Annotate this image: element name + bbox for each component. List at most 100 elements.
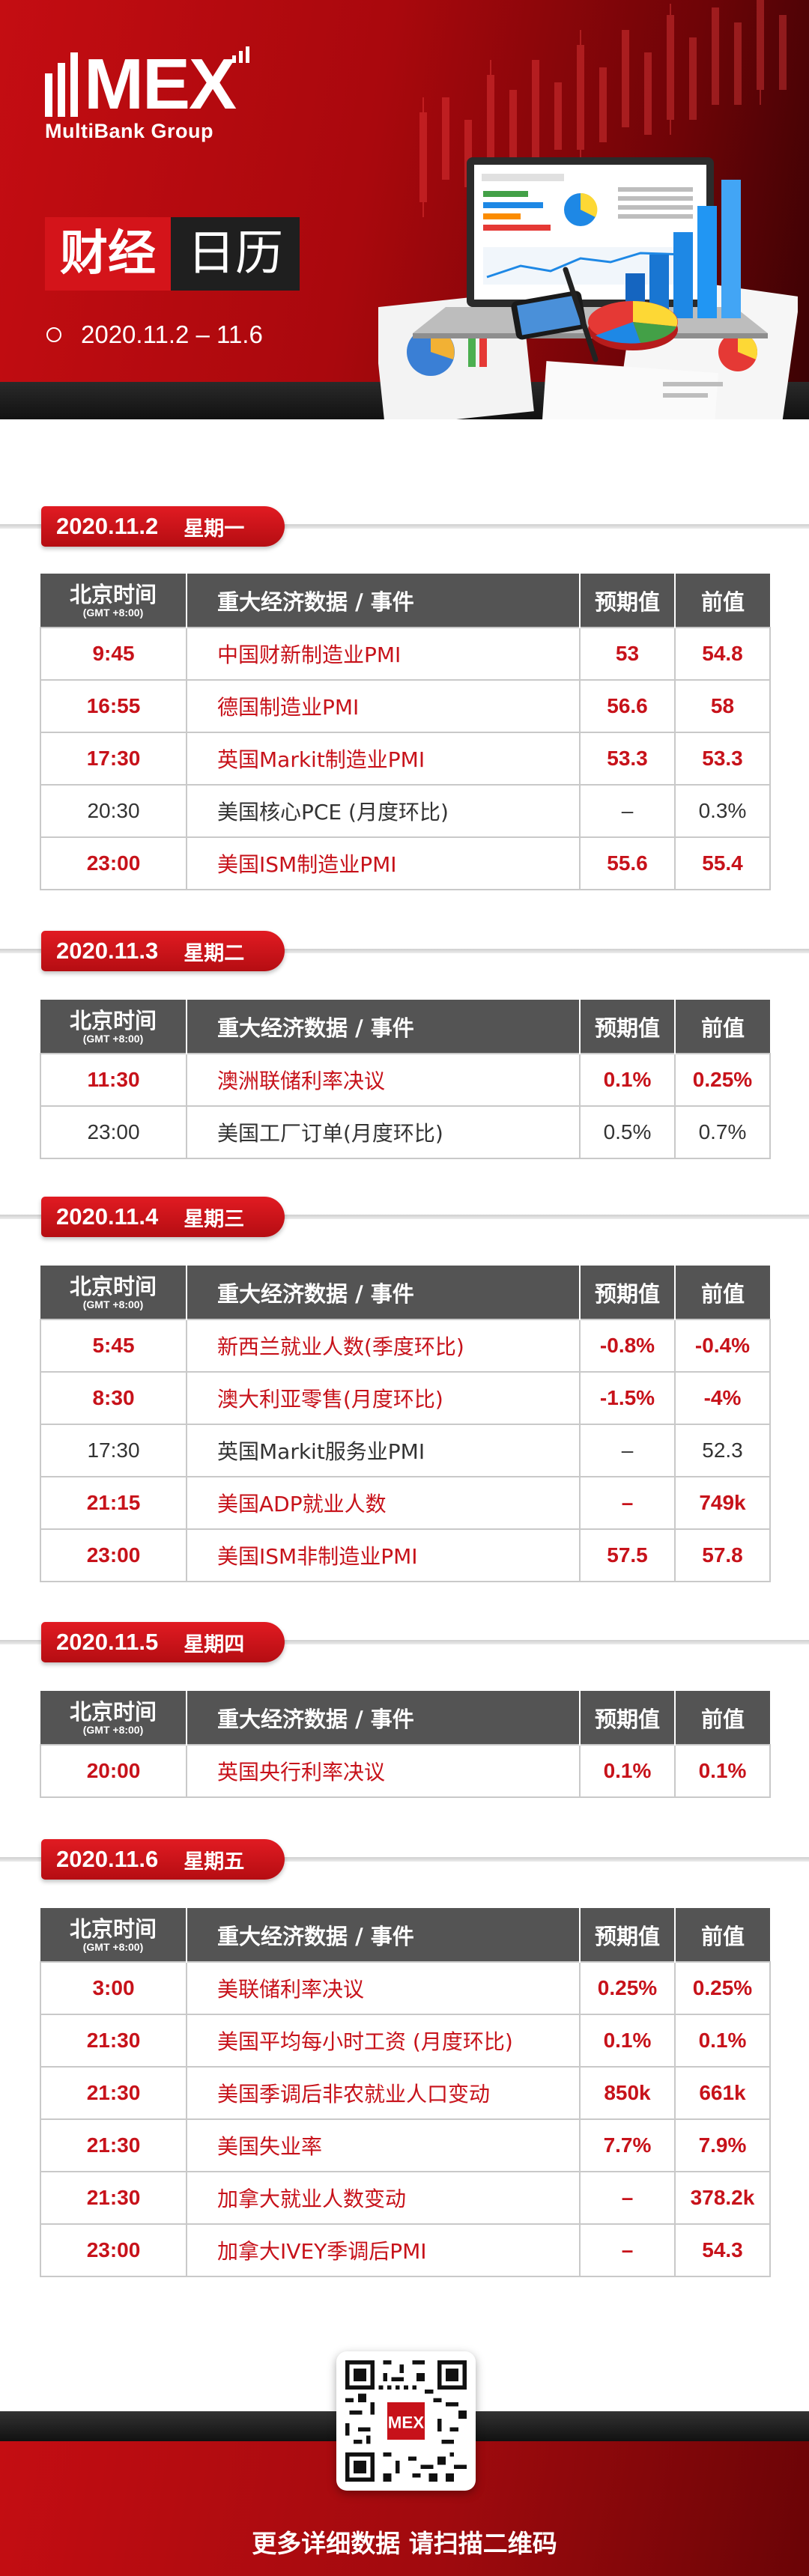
cell-previous: 378.2k (674, 2171, 771, 2225)
cell-forecast: 0.25% (579, 1961, 676, 2015)
cell-event: 英国央行利率决议 (186, 1744, 581, 1798)
cell-event: 英国Markit制造业PMI (186, 732, 581, 786)
cell-forecast: 7.7% (579, 2118, 676, 2172)
day-tab: 2020.11.2 星期一 (0, 500, 809, 553)
col-header-forecast: 预期值 (580, 1000, 676, 1054)
col-header-previous: 前值 (675, 1691, 770, 1745)
day-label-pill: 2020.11.2 星期一 (41, 506, 285, 547)
table-row: 21:30 美国季调后非农就业人口变动 850k 661k (40, 2066, 771, 2120)
cell-event: 美国工厂订单(月度环比) (186, 1105, 581, 1159)
day-date: 2020.11.2 (56, 513, 159, 539)
cell-previous: 0.25% (674, 1053, 771, 1107)
cell-event: 美国季调后非农就业人口变动 (186, 2066, 581, 2120)
table-row: 17:30 英国Markit服务业PMI –52.3 (40, 1424, 771, 1477)
brand-logo: MEX MultiBank Group (45, 44, 255, 157)
logo-text: MEX (84, 44, 237, 124)
col-header-time: 北京时间 (GMT +8:00) (40, 1908, 187, 1962)
cell-time: 17:30 (40, 1424, 187, 1477)
cell-previous: 58 (674, 679, 771, 733)
cell-previous: 57.8 (674, 1528, 771, 1582)
circle-icon (46, 327, 61, 342)
col-header-previous: 前值 (675, 1266, 770, 1319)
cell-previous: 0.3% (674, 784, 771, 838)
col-header-time: 北京时间 (GMT +8:00) (40, 574, 187, 628)
date-range-text: 2020.11.2 – 11.6 (81, 321, 263, 348)
cell-event: 美国核心PCE (月度环比) (186, 784, 581, 838)
calendar-table: 北京时间 (GMT +8:00) 重大经济数据 / 事件 预期值 前值 20:00… (40, 1691, 771, 1798)
col-header-event: 重大经济数据 / 事件 (187, 1691, 581, 1745)
cell-event: 英国Markit服务业PMI (186, 1424, 581, 1477)
phone-graphic (511, 291, 587, 340)
cell-event: 美联储利率决议 (186, 1961, 581, 2015)
cell-event: 美国ISM制造业PMI (186, 836, 581, 890)
col-header-previous: 前值 (675, 574, 770, 628)
day-weekday: 星期三 (184, 1207, 245, 1231)
cell-previous: 55.4 (674, 836, 771, 890)
cell-previous: -0.4% (674, 1319, 771, 1373)
cell-time: 9:45 (40, 627, 187, 681)
cell-time: 8:30 (40, 1371, 187, 1425)
col-header-event: 重大经济数据 / 事件 (187, 1000, 581, 1054)
cell-time: 3:00 (40, 1961, 187, 2015)
day-date: 2020.11.4 (56, 1203, 159, 1230)
calendar-table: 北京时间 (GMT +8:00) 重大经济数据 / 事件 预期值 前值 11:30… (40, 1000, 771, 1159)
cell-event: 新西兰就业人数(季度环比) (186, 1319, 581, 1373)
cell-previous: 52.3 (674, 1424, 771, 1477)
col-header-forecast: 预期值 (580, 1266, 676, 1319)
table-row: 21:30 美国失业率 7.7% 7.9% (40, 2118, 771, 2172)
table-row: 20:30 美国核心PCE (月度环比) –0.3% (40, 784, 771, 838)
cell-event: 美国平均每小时工资 (月度环比) (186, 2014, 581, 2068)
cell-event: 澳洲联储利率决议 (186, 1053, 581, 1107)
title-part-2: 日历 (171, 217, 300, 291)
cell-forecast: – (579, 2223, 676, 2277)
table-header-row: 北京时间 (GMT +8:00) 重大经济数据 / 事件 预期值 前值 (40, 1000, 770, 1054)
cell-forecast: -1.5% (579, 1371, 676, 1425)
cell-event: 美国失业率 (186, 2118, 581, 2172)
cell-forecast: 850k (579, 2066, 676, 2120)
day-label-pill: 2020.11.5 星期四 (41, 1622, 285, 1662)
col-header-previous: 前值 (675, 1908, 770, 1962)
cell-time: 23:00 (40, 836, 187, 890)
table-header-row: 北京时间 (GMT +8:00) 重大经济数据 / 事件 预期值 前值 (40, 1266, 770, 1319)
col-header-time: 北京时间 (GMT +8:00) (40, 1691, 187, 1745)
day-weekday: 星期一 (184, 517, 245, 541)
cell-event: 加拿大IVEY季调后PMI (186, 2223, 581, 2277)
col-header-forecast: 预期值 (580, 1691, 676, 1745)
table-row: 23:00 加拿大IVEY季调后PMI –54.3 (40, 2223, 771, 2277)
col-header-forecast: 预期值 (580, 574, 676, 628)
cell-forecast: 57.5 (579, 1528, 676, 1582)
signal-icon (232, 46, 249, 63)
table-header-row: 北京时间 (GMT +8:00) 重大经济数据 / 事件 预期值 前值 (40, 1691, 770, 1745)
title-part-1: 财经 (45, 217, 171, 291)
cell-forecast: 56.6 (579, 679, 676, 733)
table-row: 21:15 美国ADP就业人数 –749k (40, 1476, 771, 1530)
day-date: 2020.11.6 (56, 1846, 159, 1872)
cell-event: 澳大利亚零售(月度环比) (186, 1371, 581, 1425)
cell-event: 加拿大就业人数变动 (186, 2171, 581, 2225)
col-header-time: 北京时间 (GMT +8:00) (40, 1000, 187, 1054)
table-row: 17:30 英国Markit制造业PMI 53.3 53.3 (40, 732, 771, 786)
table-row: 23:00 美国ISM制造业PMI 55.6 55.4 (40, 836, 771, 890)
col-header-forecast: 预期值 (580, 1908, 676, 1962)
calendar-table: 北京时间 (GMT +8:00) 重大经济数据 / 事件 预期值 前值 3:00 美… (40, 1908, 771, 2277)
cell-previous: 7.9% (674, 2118, 771, 2172)
table-row: 8:30 澳大利亚零售(月度环比) -1.5% -4% (40, 1371, 771, 1425)
cell-previous: 661k (674, 2066, 771, 2120)
table-row: 23:00 美国ISM非制造业PMI 57.5 57.8 (40, 1528, 771, 1582)
calendar-table: 北京时间 (GMT +8:00) 重大经济数据 / 事件 预期值 前值 5:45 新… (40, 1266, 771, 1582)
cell-time: 23:00 (40, 2223, 187, 2277)
day-date: 2020.11.5 (56, 1629, 159, 1655)
date-range: 2020.11.2 – 11.6 (46, 321, 263, 349)
cell-previous: 0.25% (674, 1961, 771, 2015)
cell-previous: 0.1% (674, 2014, 771, 2068)
day-weekday: 星期四 (184, 1632, 245, 1656)
col-header-previous: 前值 (675, 1000, 770, 1054)
qr-code[interactable]: MEX (336, 2351, 476, 2491)
day-label-pill: 2020.11.3 星期二 (41, 931, 285, 971)
cell-time: 17:30 (40, 732, 187, 786)
calendar-table: 北京时间 (GMT +8:00) 重大经济数据 / 事件 预期值 前值 9:45 中… (40, 574, 771, 890)
cell-forecast: 53 (579, 627, 676, 681)
cell-forecast: -0.8% (579, 1319, 676, 1373)
cell-time: 23:00 (40, 1528, 187, 1582)
cell-forecast: – (579, 1476, 676, 1530)
